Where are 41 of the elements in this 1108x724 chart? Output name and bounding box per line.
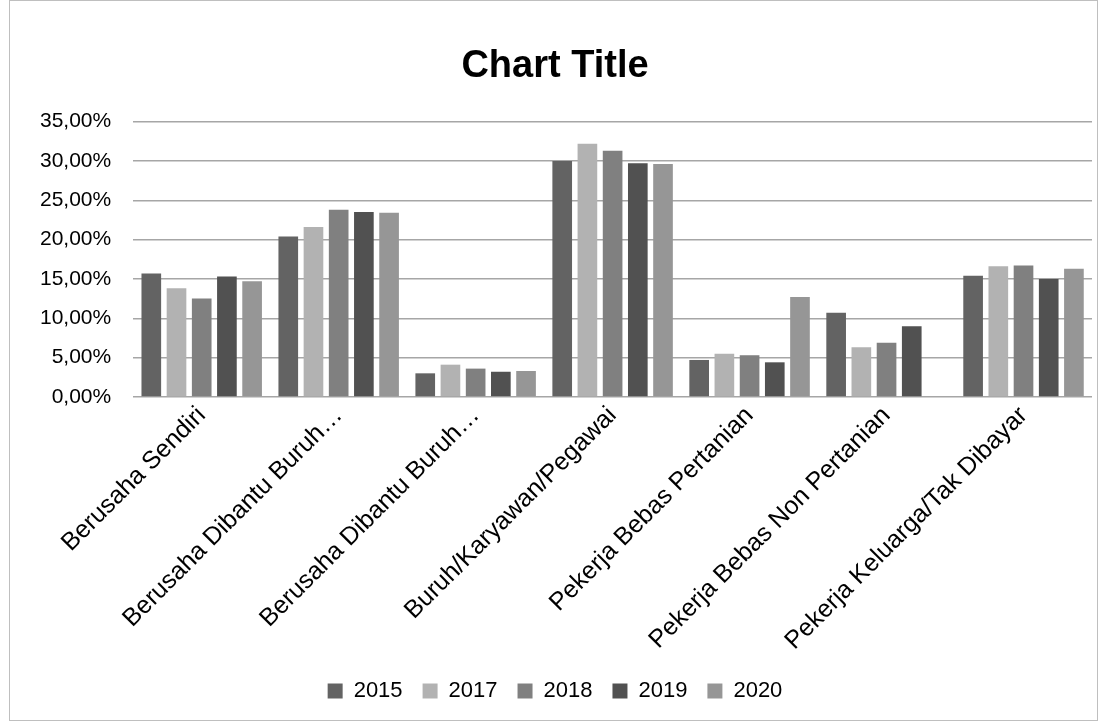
legend-label: 2017	[448, 677, 498, 703]
y-tick-label: 15,00%	[39, 265, 112, 289]
y-tick-label: 5,00%	[51, 344, 112, 368]
bar	[963, 275, 983, 397]
bar	[141, 273, 162, 397]
legend-label: 2020	[733, 677, 783, 703]
bar	[328, 209, 349, 397]
y-tick-label: 25,00%	[39, 187, 112, 211]
bar	[465, 368, 486, 397]
bar	[876, 342, 897, 397]
bar	[689, 359, 709, 397]
bar	[491, 371, 511, 397]
y-tick-label: 20,00%	[39, 226, 112, 250]
y-tick-label: 30,00%	[39, 147, 112, 171]
bar	[790, 297, 810, 397]
bar	[552, 160, 573, 397]
y-tick-label: 35,00%	[39, 108, 112, 132]
bar	[739, 355, 760, 397]
bar	[516, 370, 536, 397]
bar	[1013, 265, 1034, 397]
y-tick-label: 10,00%	[39, 305, 112, 329]
bar	[1064, 268, 1084, 397]
bar	[379, 212, 399, 397]
chart-title: Chart Title	[461, 43, 649, 86]
bar	[653, 164, 673, 397]
bar	[354, 212, 374, 397]
bar	[415, 373, 436, 397]
y-tick-label: 0,00%	[51, 383, 112, 407]
bar	[764, 362, 785, 397]
legend-label: 2015	[353, 677, 403, 703]
legend-label: 2018	[543, 677, 593, 703]
bar	[901, 326, 922, 397]
bar	[602, 150, 623, 397]
bar	[217, 276, 237, 397]
legend-label: 2019	[638, 677, 688, 703]
bar	[278, 236, 299, 397]
bar	[826, 312, 846, 397]
bar	[191, 298, 212, 397]
bar	[242, 281, 262, 397]
bar	[1038, 278, 1059, 397]
bar	[627, 163, 648, 397]
